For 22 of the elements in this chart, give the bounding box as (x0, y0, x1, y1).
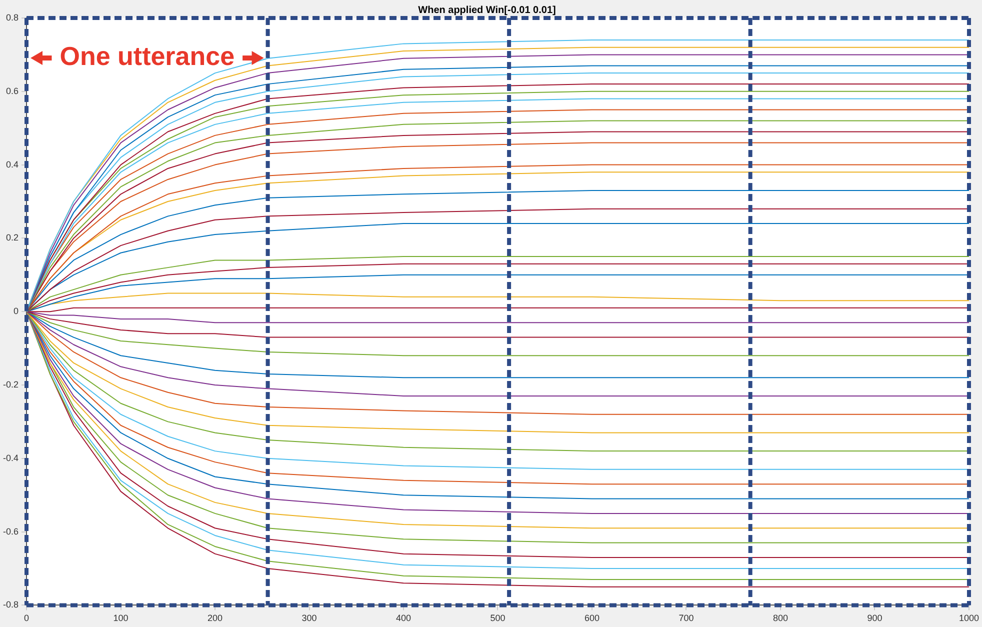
y-tick-label: 0.2 (6, 232, 19, 243)
x-tick-label: 1000 (958, 613, 980, 624)
x-tick-label: 800 (772, 613, 788, 624)
x-tick-label: 900 (867, 613, 882, 624)
x-tick-label: 300 (302, 613, 317, 624)
chart-title: When applied Win[-0.01 0.01] (418, 4, 556, 16)
y-tick-label: -0.2 (2, 379, 19, 390)
y-tick-label: -0.6 (2, 526, 19, 536)
x-tick-label: 400 (396, 613, 412, 624)
y-tick-label: 0.8 (6, 12, 19, 22)
y-tick-label: 0 (13, 306, 19, 316)
y-tick-label: 0.6 (6, 86, 19, 96)
x-tick-label: 700 (678, 613, 694, 624)
x-tick-label: 500 (490, 613, 506, 624)
x-tick-label: 600 (584, 613, 600, 624)
y-tick-label: -0.8 (2, 600, 19, 610)
x-tick-label: 100 (113, 613, 128, 624)
y-tick-label: 0.4 (6, 159, 19, 170)
y-tick-label: -0.4 (2, 452, 19, 463)
annotation: One utterance (60, 41, 235, 72)
x-tick-label: 0 (24, 613, 30, 624)
x-tick-label: 200 (207, 613, 223, 624)
